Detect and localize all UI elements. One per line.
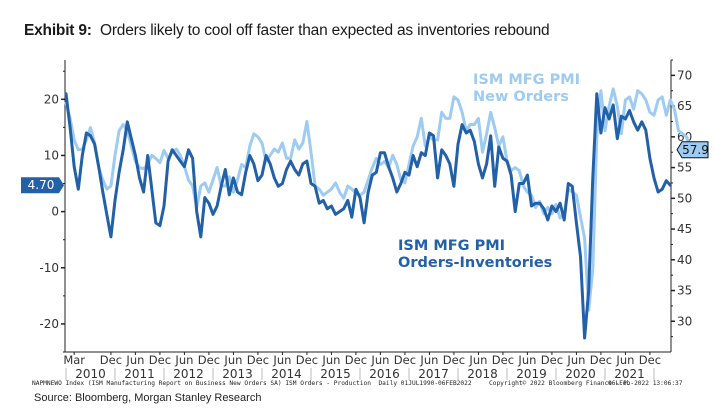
footnote-copyright: Copyright© 2022 Bloomberg Finance L.P. bbox=[489, 380, 631, 387]
right-tick-label: 50 bbox=[677, 191, 692, 205]
x-tick-label: Dec bbox=[149, 353, 171, 367]
annotation-new-orders-line2: New Orders bbox=[473, 89, 569, 105]
left-last-value-label: 4.70 bbox=[28, 178, 55, 192]
exhibit-label: Exhibit 9: bbox=[24, 22, 92, 39]
year-label: 2015 bbox=[320, 367, 351, 381]
year-label: 2017 bbox=[418, 367, 449, 381]
right-tick-label: 35 bbox=[677, 284, 692, 298]
annotation-orders-inventories-line1: ISM MFG PMI bbox=[398, 238, 505, 254]
left-tick-label: 20 bbox=[44, 92, 59, 106]
x-tick-label: Dec bbox=[541, 353, 563, 367]
chart-title: Exhibit 9: Orders likely to cool off fas… bbox=[24, 22, 550, 40]
year-label: 2010 bbox=[75, 367, 106, 381]
x-tick-label: Jun bbox=[321, 353, 340, 367]
x-tick-label: Jun bbox=[174, 353, 193, 367]
left-tick-label: 10 bbox=[44, 148, 59, 162]
right-tick-label: 55 bbox=[677, 161, 692, 175]
bloomberg-footnote: NAPMNEWO Index (ISM Manufacturing Report… bbox=[32, 380, 683, 408]
x-tick-label: Jun bbox=[517, 353, 536, 367]
x-tick-label: Dec bbox=[394, 353, 416, 367]
x-tick-label: Dec bbox=[345, 353, 367, 367]
series-new-orders-line bbox=[64, 87, 693, 312]
x-tick-label: Dec bbox=[443, 353, 465, 367]
x-tick-label: Jun bbox=[468, 353, 487, 367]
year-label: 2019 bbox=[516, 367, 547, 381]
footnote-index: NAPMNEWO Index (ISM Manufacturing Report… bbox=[32, 380, 472, 387]
series-layer bbox=[64, 87, 693, 340]
exhibit-title: Orders likely to cool off faster than ex… bbox=[99, 22, 550, 39]
x-tick-label: Dec bbox=[100, 353, 122, 367]
x-tick-label: Dec bbox=[198, 353, 220, 367]
x-tick-label: Dec bbox=[492, 353, 514, 367]
x-tick-label: Mar bbox=[63, 353, 85, 367]
left-last-value-badge bbox=[21, 177, 64, 194]
year-label: 2018 bbox=[467, 367, 498, 381]
value-badges: 4.70 57.9 bbox=[21, 141, 709, 194]
right-tick-label: 70 bbox=[677, 68, 692, 82]
year-label: 2013 bbox=[222, 367, 253, 381]
year-label: 2012 bbox=[173, 367, 204, 381]
right-tick-label: 65 bbox=[677, 99, 692, 113]
x-tick-label: Jun bbox=[370, 353, 389, 367]
right-tick-label: 40 bbox=[677, 253, 692, 267]
x-tick-label: Dec bbox=[296, 353, 318, 367]
right-last-value-badge bbox=[676, 141, 709, 159]
x-tick-label: Jun bbox=[272, 353, 291, 367]
year-label: 2020 bbox=[565, 367, 596, 381]
year-label: 2011 bbox=[124, 367, 155, 381]
annotation-new-orders-line1: ISM MFG PMI bbox=[473, 72, 580, 88]
right-tick-label: 30 bbox=[677, 314, 692, 328]
x-tick-label: Jun bbox=[615, 353, 634, 367]
annotations: ISM MFG PMI New Orders ISM MFG PMI Order… bbox=[398, 72, 580, 271]
left-tick-label: -10 bbox=[39, 261, 59, 275]
x-tick-label: Dec bbox=[639, 353, 661, 367]
x-tick-label: Dec bbox=[247, 353, 269, 367]
year-label: 2016 bbox=[369, 367, 400, 381]
year-label: 2014 bbox=[271, 367, 302, 381]
series-orders-inventories-line bbox=[64, 92, 672, 340]
left-tick-label: 0 bbox=[51, 205, 59, 219]
right-last-value-label: 57.9 bbox=[682, 143, 709, 157]
x-tick-label: Jun bbox=[566, 353, 585, 367]
footnote-timestamp: 06-Feb-2022 13:06:37 bbox=[608, 380, 683, 387]
right-tick-label: 45 bbox=[677, 222, 692, 236]
x-tick-label: Jun bbox=[125, 353, 144, 367]
source-note: Source: Bloomberg, Morgan Stanley Resear… bbox=[34, 392, 262, 404]
x-tick-label: Jun bbox=[419, 353, 438, 367]
left-tick-label: -20 bbox=[39, 317, 59, 331]
annotation-orders-inventories-line2: Orders-Inventories bbox=[398, 255, 552, 271]
x-tick-label: Dec bbox=[590, 353, 612, 367]
year-label: 2021 bbox=[614, 367, 645, 381]
x-tick-label: Jun bbox=[223, 353, 242, 367]
